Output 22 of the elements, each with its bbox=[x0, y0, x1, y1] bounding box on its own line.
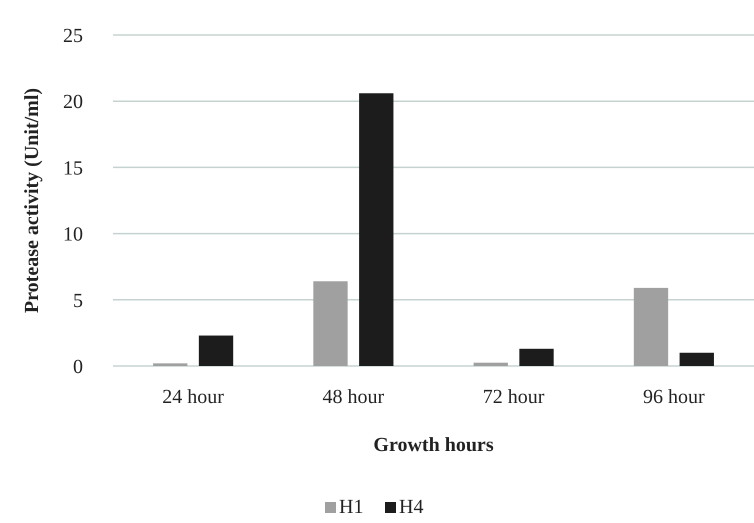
bar bbox=[313, 281, 348, 366]
bar bbox=[680, 352, 714, 366]
y-tick-label: 15 bbox=[63, 157, 83, 180]
x-tick-label: 72 hour bbox=[482, 386, 545, 408]
y-tick-label: 0 bbox=[73, 356, 83, 378]
bar bbox=[634, 288, 668, 366]
legend-label: H1 bbox=[339, 496, 364, 518]
y-tick-label: 25 bbox=[63, 25, 83, 47]
x-tick-label: 24 hour bbox=[162, 386, 224, 408]
x-tick-label: 96 hour bbox=[643, 386, 706, 408]
y-axis-title: Protease activity (Unit/ml) bbox=[21, 88, 43, 314]
bar bbox=[153, 363, 188, 366]
bar bbox=[519, 348, 554, 366]
x-tick-label: 48 hour bbox=[322, 386, 385, 408]
bar bbox=[359, 93, 394, 366]
bar bbox=[198, 336, 234, 366]
y-tick-label: 20 bbox=[63, 91, 83, 114]
legend-label: H4 bbox=[399, 496, 424, 518]
y-tick-label: 10 bbox=[63, 224, 83, 246]
bar bbox=[474, 362, 508, 366]
x-axis-title: Growth hours bbox=[373, 434, 494, 456]
y-tick-label: 5 bbox=[73, 290, 83, 312]
